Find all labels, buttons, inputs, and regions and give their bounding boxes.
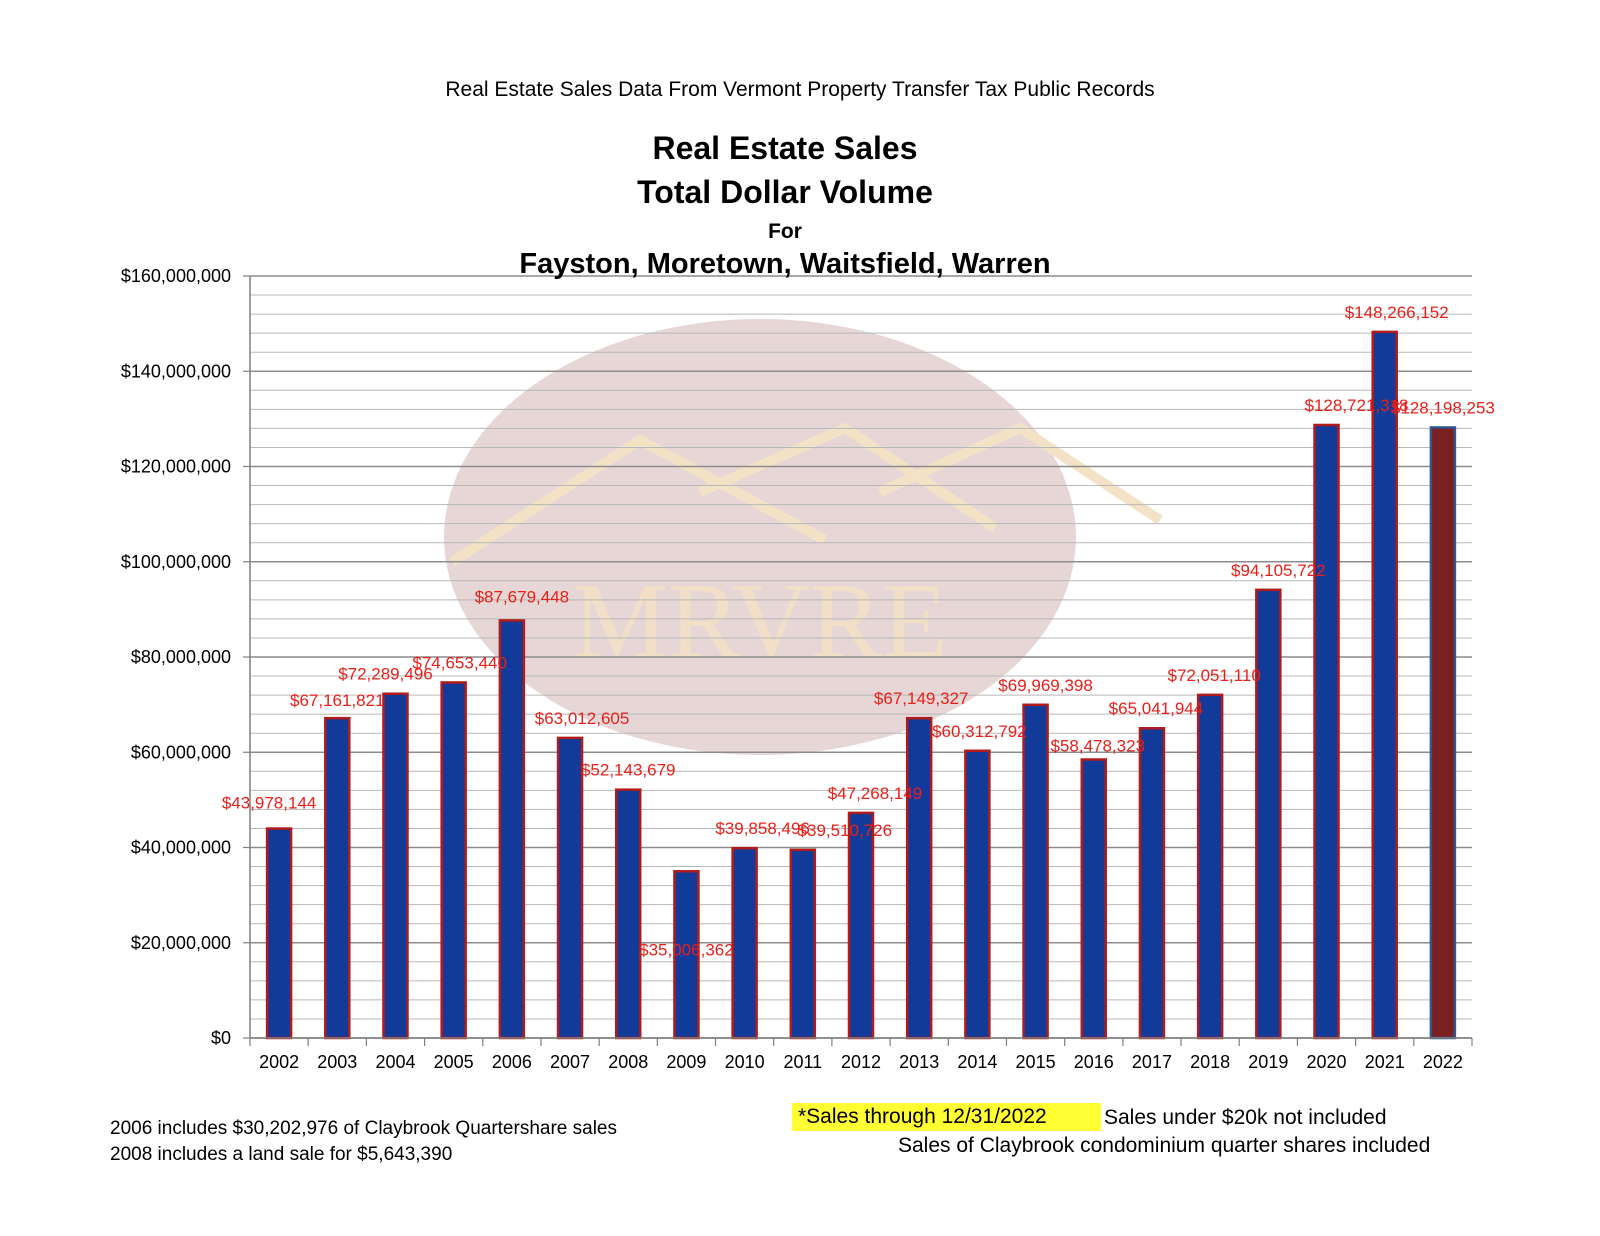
x-tick-label-2013: 2013: [899, 1052, 939, 1072]
data-label-2016: $58,478,323: [1050, 736, 1145, 755]
x-tick-label-2008: 2008: [608, 1052, 648, 1072]
bar-2017: [1138, 726, 1166, 1040]
x-tick-labels: 2002 2003 2004 2005 2006 2007 2008 2009 2010 2011…: [259, 1052, 1463, 1072]
y-tick-label: $20,000,000: [131, 933, 231, 953]
axes: [243, 275, 1473, 1046]
x-tick-label-2018: 2018: [1190, 1052, 1230, 1072]
bars: [265, 330, 1457, 1040]
bar-2005: [440, 681, 467, 1040]
x-tick-label-2007: 2007: [550, 1052, 590, 1072]
data-label-2007: $63,012,605: [535, 709, 630, 728]
y-tick-label: $120,000,000: [121, 457, 231, 477]
bar-2016: [1080, 758, 1108, 1040]
footnote-land-sale-2008: 2008 includes a land sale for $5,643,390: [110, 1144, 453, 1165]
x-tick-label-2003: 2003: [317, 1052, 357, 1072]
chart-title-line-1: Real Estate Sales: [652, 130, 918, 166]
bar-2013: [905, 716, 933, 1040]
x-tick-label-2002: 2002: [259, 1052, 299, 1072]
bar-2010: [731, 846, 758, 1040]
y-tick-label: $60,000,000: [131, 742, 231, 762]
x-tick-label-2016: 2016: [1074, 1052, 1114, 1072]
x-tick-label-2004: 2004: [375, 1052, 415, 1072]
data-label-2022: $128,198,253: [1391, 398, 1495, 417]
y-tick-label: $0: [211, 1028, 231, 1048]
y-tick-labels: $0 $20,000,000 $40,000,000 $60,000,000 $80,0…: [121, 266, 231, 1048]
bar-2006: [498, 619, 526, 1040]
x-tick-label-2011: 2011: [783, 1052, 822, 1072]
chart-title-towns: Fayston, Moretown, Waitsfield, Warren: [519, 248, 1051, 280]
bar-2014: [964, 749, 991, 1040]
data-label-2018: $72,051,110: [1168, 666, 1261, 685]
data-label-2015: $69,969,398: [998, 676, 1093, 695]
data-label-2013: $67,149,327: [874, 689, 969, 708]
x-tick-label-2020: 2020: [1307, 1052, 1347, 1072]
bar-2003: [324, 716, 351, 1040]
data-label-2020: $128,721,318: [1305, 396, 1409, 415]
data-label-2012: $47,268,149: [828, 784, 923, 803]
y-tick-label: $80,000,000: [131, 647, 231, 667]
x-tick-label-2006: 2006: [492, 1052, 532, 1072]
data-label-2009: $35,006,362: [639, 940, 734, 959]
x-tick-label-2015: 2015: [1016, 1052, 1056, 1072]
y-tick-label: $140,000,000: [121, 361, 231, 381]
sales-through-note: *Sales through 12/31/2022: [792, 1103, 1101, 1131]
bar-2002: [265, 827, 293, 1040]
bar-2020: [1313, 423, 1340, 1040]
bar-2012: [847, 811, 875, 1040]
data-label-2005: $74,653,440: [412, 653, 507, 672]
data-label-2010: $39,858,496: [715, 819, 810, 838]
bar-2015: [1022, 703, 1049, 1040]
data-label-2008: $52,143,679: [581, 761, 676, 780]
chart-title-for: For: [768, 220, 802, 243]
data-label-2019: $94,105,722: [1231, 561, 1326, 580]
x-tick-label-2021: 2021: [1365, 1052, 1405, 1072]
y-tick-label: $160,000,000: [121, 266, 231, 286]
bar-2004: [382, 692, 409, 1040]
data-label-2021: $148,266,152: [1345, 303, 1449, 322]
x-tick-label-2009: 2009: [666, 1052, 706, 1072]
data-label-2002: $43,978,144: [222, 794, 317, 813]
x-tick-label-2022: 2022: [1423, 1052, 1463, 1072]
data-label-2004: $72,289,496: [338, 665, 433, 684]
data-labels: $43,978,144 $67,161,821 $72,289,496$74,653…: [222, 303, 1495, 959]
x-tick-label-2005: 2005: [434, 1052, 474, 1072]
x-tick-label-2012: 2012: [841, 1052, 881, 1072]
data-label-2014: $60,312,792: [932, 722, 1027, 741]
y-tick-label: $100,000,000: [121, 552, 231, 572]
x-tick-label-2017: 2017: [1132, 1052, 1172, 1072]
watermark-text: MRVRE: [572, 562, 947, 681]
footnote-claybrook-2006: 2006 includes $30,202,976 of Claybrook Q…: [110, 1118, 617, 1139]
bar-2007: [556, 736, 584, 1040]
source-line: Real Estate Sales Data From Vermont Prop…: [445, 78, 1155, 101]
x-tick-label-2014: 2014: [957, 1052, 997, 1072]
note-claybrook-included: Sales of Claybrook condominium quarter s…: [898, 1134, 1431, 1157]
bar-2019: [1255, 588, 1282, 1040]
data-label-2017: $65,041,944: [1109, 699, 1204, 718]
x-tick-label-2010: 2010: [725, 1052, 765, 1072]
note-under-20k: Sales under $20k not included: [1104, 1106, 1387, 1129]
data-label-2011: $39,510,726: [798, 821, 893, 840]
bar-2018: [1196, 693, 1224, 1040]
bar-2011: [789, 848, 817, 1040]
data-label-2006: $87,679,448: [475, 587, 570, 606]
x-tick-label-2019: 2019: [1248, 1052, 1288, 1072]
y-tick-label: $40,000,000: [131, 838, 231, 858]
bar-2022: [1429, 426, 1457, 1040]
bar-2008: [614, 788, 642, 1040]
bar-2021: [1371, 330, 1398, 1040]
data-label-2003: $67,161,821: [290, 691, 385, 710]
chart-title-line-2: Total Dollar Volume: [637, 174, 933, 210]
